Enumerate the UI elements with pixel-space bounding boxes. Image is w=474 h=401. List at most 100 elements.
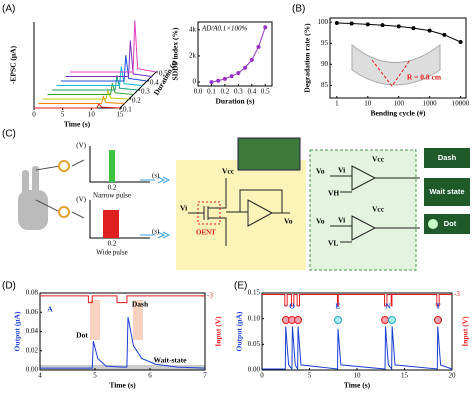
annotation: O [289, 302, 295, 311]
y-tick-label: 0.06 [26, 308, 39, 316]
dot-highlight [90, 300, 100, 340]
depth-tick-label: 0.1 [123, 106, 132, 114]
y-tick-label: 0.00 [26, 366, 39, 374]
panel-label: (A) [2, 4, 15, 15]
x-tick-label: 1000 [423, 100, 438, 108]
pcb-photo [237, 137, 301, 171]
wire [71, 159, 85, 219]
x-tick-label: 5 [308, 372, 312, 380]
x-tick-label: 0.3 [234, 88, 243, 96]
annotation: T [435, 302, 440, 311]
circuit-label: Vi [338, 166, 345, 175]
point [256, 44, 261, 49]
dot-marker [388, 316, 396, 324]
annotation: N [385, 302, 391, 311]
point [458, 40, 463, 44]
circuit-label: VL [328, 239, 338, 248]
finger [32, 166, 39, 194]
x-axis-label: Bending cycle (#) [371, 109, 426, 118]
x-axis-label: Time (s) [109, 381, 136, 390]
pulse-tick: 0.2 [108, 184, 117, 192]
led [424, 214, 470, 234]
circuit-label: Vi [338, 216, 345, 225]
dash-marker [294, 316, 302, 324]
y2-axis-label: Input (V) [214, 316, 223, 347]
dash-highlight [133, 300, 143, 340]
x-tick-label: 4 [38, 372, 42, 380]
y2-tick-label: -3 [207, 291, 213, 299]
x-tick-label: 10000 [452, 100, 470, 108]
series-line [262, 326, 453, 371]
point [263, 25, 268, 30]
x-tick-label: 15 [401, 372, 409, 380]
x-tick-label: 15 [117, 111, 125, 119]
series-line [70, 20, 157, 73]
y-tick-label: 0.02 [26, 346, 39, 354]
x-tick-label: 10 [354, 372, 362, 380]
x-tick-label: 0.0 [194, 88, 203, 96]
y-tick-label: 0 [193, 78, 197, 86]
series-line [262, 294, 452, 307]
pulse-tick: 0.2 [108, 240, 117, 248]
hand [18, 190, 48, 230]
y-axis-label: Degradation rate (%) [303, 23, 312, 93]
series-line [56, 66, 143, 86]
x-tick-label: 1 [335, 100, 339, 108]
point [222, 76, 227, 81]
comparators [330, 165, 420, 243]
plot-frame [197, 21, 273, 87]
y-tick-label: 0.08 [26, 289, 39, 297]
depth-tick-label: 0.3 [141, 88, 150, 96]
circuit-label: Vcc [222, 167, 235, 176]
depth-tick-label: 0.4 [150, 79, 159, 87]
morse-markers [282, 316, 442, 324]
pulse-label: Wide pulse [96, 249, 127, 257]
wire [35, 165, 61, 213]
sensor-box [176, 160, 306, 270]
x-tick-label: 100 [393, 100, 404, 108]
circuit-label: Vi [180, 204, 187, 213]
y-tick-label: 100 [318, 18, 329, 26]
panel-label: (B) [292, 4, 305, 15]
point [427, 28, 432, 33]
point [365, 22, 370, 27]
y2-tick-label: -3 [454, 290, 460, 298]
plot-frame [329, 17, 467, 99]
point [396, 24, 401, 29]
x-tick-label: 10 [364, 100, 372, 108]
output-label: Wait state [429, 187, 464, 196]
point [380, 23, 385, 28]
comparator-box [309, 149, 417, 271]
y-tick-label: 2k [189, 52, 197, 60]
x-tick-label: 10 [88, 111, 96, 119]
pulse-unit: (V) [76, 142, 86, 150]
y-tick-label: 0.15 [248, 289, 261, 297]
narrow-pulse [109, 150, 115, 182]
annotation: A [47, 305, 53, 314]
y-tick-label: 0.00 [248, 366, 261, 374]
arrow-line [140, 179, 155, 236]
x-tick-label: 7 [203, 372, 207, 380]
led [424, 178, 470, 206]
point [442, 32, 447, 37]
circuit-label: Vo [284, 217, 293, 226]
annotation: Wait-state [154, 356, 188, 365]
x-tick-label: 0.5 [261, 88, 270, 96]
x-tick-label: 0.1 [207, 88, 216, 96]
x-tick-label: 5 [61, 111, 65, 119]
y-tick-label: 90 [321, 60, 329, 68]
radius-guide [371, 59, 411, 87]
point [229, 74, 234, 79]
x-tick-label: 0.4 [247, 88, 256, 96]
x-tick-label: 0.2 [221, 88, 230, 96]
dash-marker [434, 316, 442, 324]
y-axis-label: -EPSC (μA) [9, 45, 18, 84]
series-line [52, 75, 139, 91]
transistor-label: OENT [196, 229, 216, 237]
x-tick-label: 5 [93, 372, 97, 380]
series-line [38, 95, 125, 104]
point [411, 26, 416, 31]
panel-label: (E) [234, 281, 247, 292]
circuit-label: Vo [316, 167, 325, 176]
y-tick-label: 0.04 [26, 327, 39, 335]
